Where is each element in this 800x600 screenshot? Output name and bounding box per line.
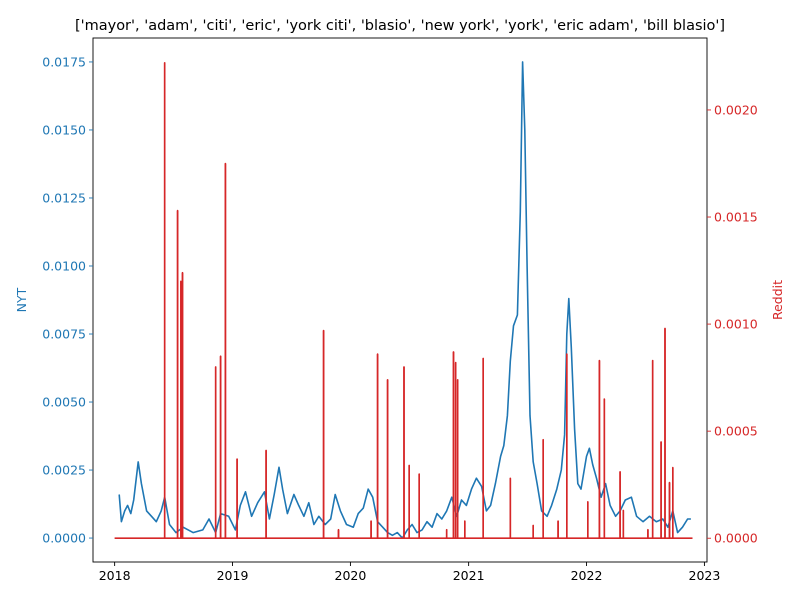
right-tick-label: 0.0000 xyxy=(714,531,758,546)
right-tick-label: 0.0020 xyxy=(714,102,758,117)
left-tick-label: 0.0050 xyxy=(42,395,86,410)
plot-frame xyxy=(92,37,708,563)
series-layer xyxy=(114,61,693,539)
x-tick-label: 2021 xyxy=(453,568,485,583)
chart-title: ['mayor', 'adam', 'citi', 'eric', 'york … xyxy=(75,18,725,34)
right-tick-label: 0.0010 xyxy=(714,317,758,332)
axes-layer: 2018 2019 2020 2021 2022 2023 0.0000 0.0025 0.00… xyxy=(42,37,758,583)
x-tick-label: 2022 xyxy=(571,568,603,583)
left-tick-label: 0.0175 xyxy=(42,54,86,69)
right-tick-label: 0.0015 xyxy=(714,210,758,225)
x-tick-label: 2019 xyxy=(217,568,249,583)
right-axis-label: Reddit xyxy=(770,280,785,320)
left-tick-label: 0.0150 xyxy=(42,122,86,137)
left-tick-label: 0.0000 xyxy=(42,531,86,546)
left-tick-label: 0.0100 xyxy=(42,258,86,273)
left-tick-label: 0.0125 xyxy=(42,190,86,205)
x-tick-label: 2018 xyxy=(99,568,131,583)
left-axis-label: NYT xyxy=(14,287,29,312)
left-tick-label: 0.0025 xyxy=(42,463,86,478)
left-tick-label: 0.0075 xyxy=(42,327,86,342)
right-tick-label: 0.0005 xyxy=(714,424,758,439)
x-tick-label: 2020 xyxy=(335,568,367,583)
x-tick-label: 2023 xyxy=(689,568,721,583)
